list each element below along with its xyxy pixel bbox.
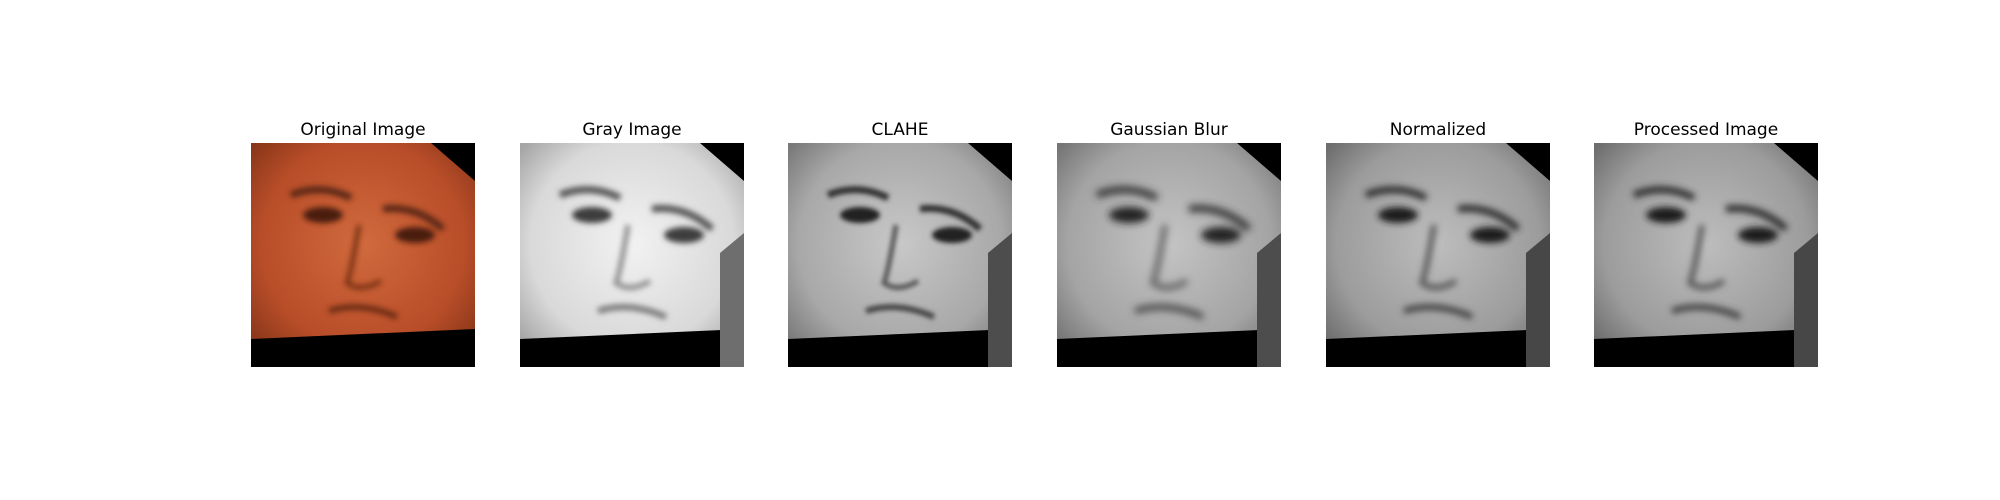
panel-title: Original Image	[300, 120, 426, 140]
panel-gray: Gray Image	[520, 117, 744, 367]
normalized-face-image	[1326, 143, 1550, 367]
original-face-image	[251, 143, 475, 367]
panel-clahe: CLAHE	[788, 117, 1012, 367]
panel-gaussian-blur: Gaussian Blur	[1057, 117, 1281, 367]
panel-processed: Processed Image	[1594, 117, 1818, 367]
panel-normalized: Normalized	[1326, 117, 1550, 367]
panel-title: Gray Image	[582, 120, 682, 140]
panel-title: Gaussian Blur	[1110, 120, 1228, 140]
panel-title: Normalized	[1389, 120, 1487, 140]
clahe-face-image	[788, 143, 1012, 367]
processed-face-image	[1594, 143, 1818, 367]
panel-original: Original Image	[251, 117, 475, 367]
panel-title: Processed Image	[1633, 120, 1779, 140]
gaussian-blur-face-image	[1057, 143, 1281, 367]
gray-face-image	[520, 143, 744, 367]
panel-title: CLAHE	[871, 120, 929, 140]
